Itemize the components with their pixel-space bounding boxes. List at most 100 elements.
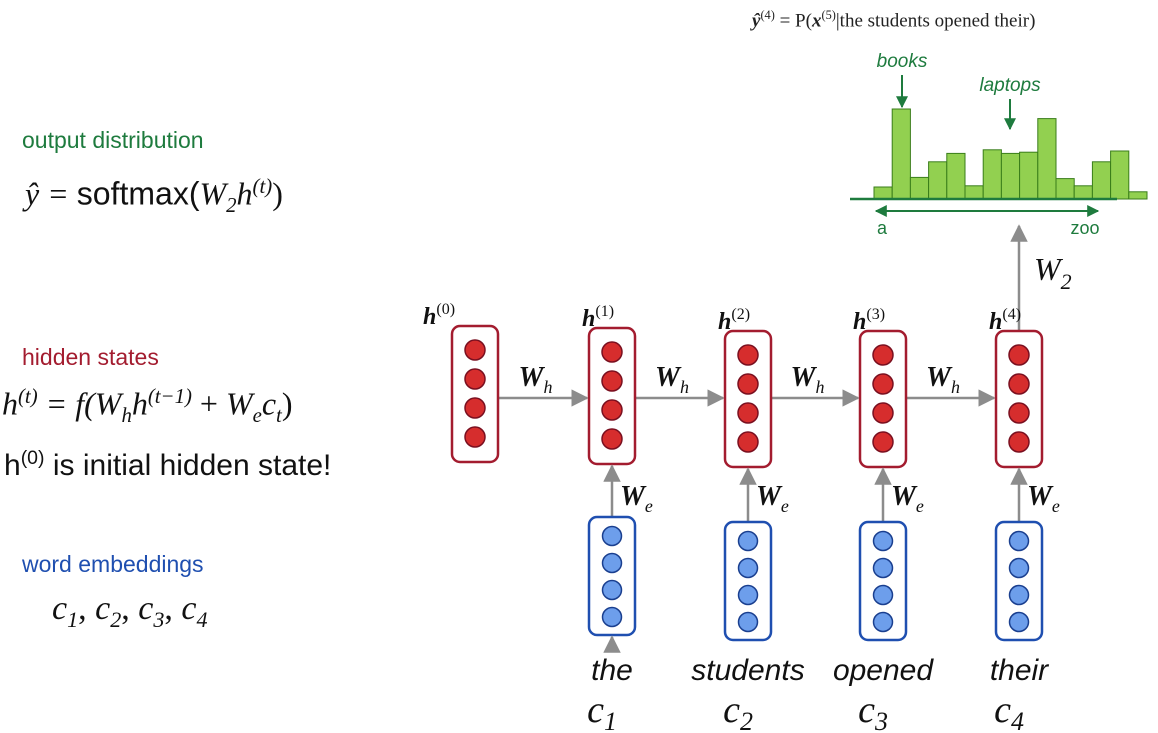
axis-start-label: a <box>877 218 888 238</box>
prob-equals: = P( <box>779 10 812 32</box>
wh-sub: h <box>815 377 824 397</box>
hidden-unit <box>1008 431 1030 453</box>
output-formula: ŷ = softmax(W2h(t)) <box>25 175 283 218</box>
embed-c1-sub: 1 <box>67 606 79 632</box>
word-variable: c3 <box>858 689 888 733</box>
laptops-label: laptops <box>979 75 1041 96</box>
hf-c-sub: t <box>276 404 282 428</box>
histogram-bar <box>1019 151 1039 200</box>
hidden-unit <box>464 397 486 419</box>
embedding-unit <box>1008 530 1030 552</box>
hidden-unit <box>601 370 623 392</box>
initial-hidden-note: h(0) is initial hidden state! <box>4 447 331 483</box>
embed-c3: c <box>138 590 154 627</box>
word-variable: c4 <box>994 689 1024 733</box>
hidden-unit <box>872 402 894 424</box>
wh-w: W <box>791 362 818 393</box>
input-word: their <box>990 654 1049 687</box>
hf-we-sub: e <box>252 404 262 428</box>
embedding-unit <box>1008 584 1030 606</box>
embedding-unit <box>1008 557 1030 579</box>
word-variable: c2 <box>723 689 753 733</box>
embedding-unit <box>737 557 759 579</box>
hidden-state-box <box>858 329 908 469</box>
hf-plus: + <box>191 385 226 422</box>
hf-h-sup: (t) <box>18 385 38 408</box>
wh-label: Wh <box>791 362 825 397</box>
hf-wh-sub: h <box>121 404 132 428</box>
hf-h2-sup: (t−1) <box>147 385 192 408</box>
embedding-unit <box>872 557 894 579</box>
hidden-unit <box>737 431 759 453</box>
hidden-state-label: h(4) <box>989 306 1021 335</box>
hidden-unit <box>464 426 486 448</box>
hidden-label-h: h <box>718 309 731 335</box>
hidden-unit <box>872 431 894 453</box>
embed-c4-sub: 4 <box>196 606 208 632</box>
note-h: h <box>4 449 21 482</box>
h-superscript: (t) <box>252 175 273 198</box>
embedding-unit <box>872 611 894 633</box>
hidden-unit <box>464 339 486 361</box>
rnn-layer: Wh Wh Wh Whh(0) h(1) h(2) h(3) h(4)Wethec1Westu… <box>423 301 1060 733</box>
output-lhs: ŷ = <box>25 175 77 212</box>
hf-wh: W <box>94 385 122 422</box>
hidden-label-h: h <box>582 306 595 332</box>
hidden-state-label: h(2) <box>718 306 750 335</box>
histogram-bar <box>1128 191 1148 200</box>
embed-sep-1: , <box>78 590 96 627</box>
hf-c: c <box>261 385 277 422</box>
hidden-label-h: h <box>423 304 436 330</box>
input-word: students <box>691 654 804 687</box>
x-superscript: (5) <box>821 8 836 22</box>
histogram-bar <box>891 108 911 200</box>
word-var-c: c <box>587 689 604 731</box>
embedding-unit <box>737 584 759 606</box>
wh-sub: h <box>543 377 552 397</box>
embed-formula: c1, c2, c3, c4 <box>52 590 208 633</box>
embedding-box <box>994 520 1044 642</box>
histogram-bar <box>1037 118 1057 200</box>
hidden-unit <box>1008 402 1030 424</box>
embedding-unit <box>1008 611 1030 633</box>
w2-symbol: W <box>199 175 227 212</box>
hidden-unit <box>1008 344 1030 366</box>
embedding-unit <box>737 530 759 552</box>
word-var-sub: 2 <box>740 707 753 733</box>
hf-h: h <box>2 385 18 422</box>
note-h-sup: (0) <box>20 447 45 469</box>
we-w: W <box>620 481 647 512</box>
embed-c2: c <box>95 590 111 627</box>
embed-c4: c <box>181 590 197 627</box>
word-var-sub: 3 <box>874 707 888 733</box>
input-word: the <box>591 654 633 687</box>
histogram-bar <box>1091 161 1112 200</box>
embedding-unit <box>872 584 894 606</box>
w2-w: W <box>1034 251 1064 287</box>
hidden-unit <box>601 341 623 363</box>
wh-w: W <box>926 362 953 393</box>
note-rest: is initial hidden state! <box>44 449 332 482</box>
we-sub: e <box>916 496 924 516</box>
embedding-unit <box>737 611 759 633</box>
hidden-label-sup: (4) <box>1002 306 1021 323</box>
histogram-bar <box>909 176 930 200</box>
embedding-unit <box>601 579 623 601</box>
embed-c3-sub: 3 <box>153 606 165 632</box>
y-hat-symbol: ŷ <box>752 10 761 32</box>
we-label: We <box>756 481 789 516</box>
hidden-label-sup: (1) <box>595 303 614 320</box>
word-var-sub: 4 <box>1011 707 1024 733</box>
we-sub: e <box>1052 496 1060 516</box>
wh-sub: h <box>680 377 689 397</box>
w2-subscript: 2 <box>226 194 237 218</box>
hidden-label-sup: (0) <box>436 301 455 318</box>
hidden-label-h: h <box>989 309 1002 335</box>
we-w: W <box>756 481 783 512</box>
embedding-unit <box>601 525 623 547</box>
word-var-c: c <box>858 689 875 731</box>
wh-w: W <box>519 362 546 393</box>
hidden-state-box <box>450 324 500 464</box>
we-w: W <box>891 481 918 512</box>
